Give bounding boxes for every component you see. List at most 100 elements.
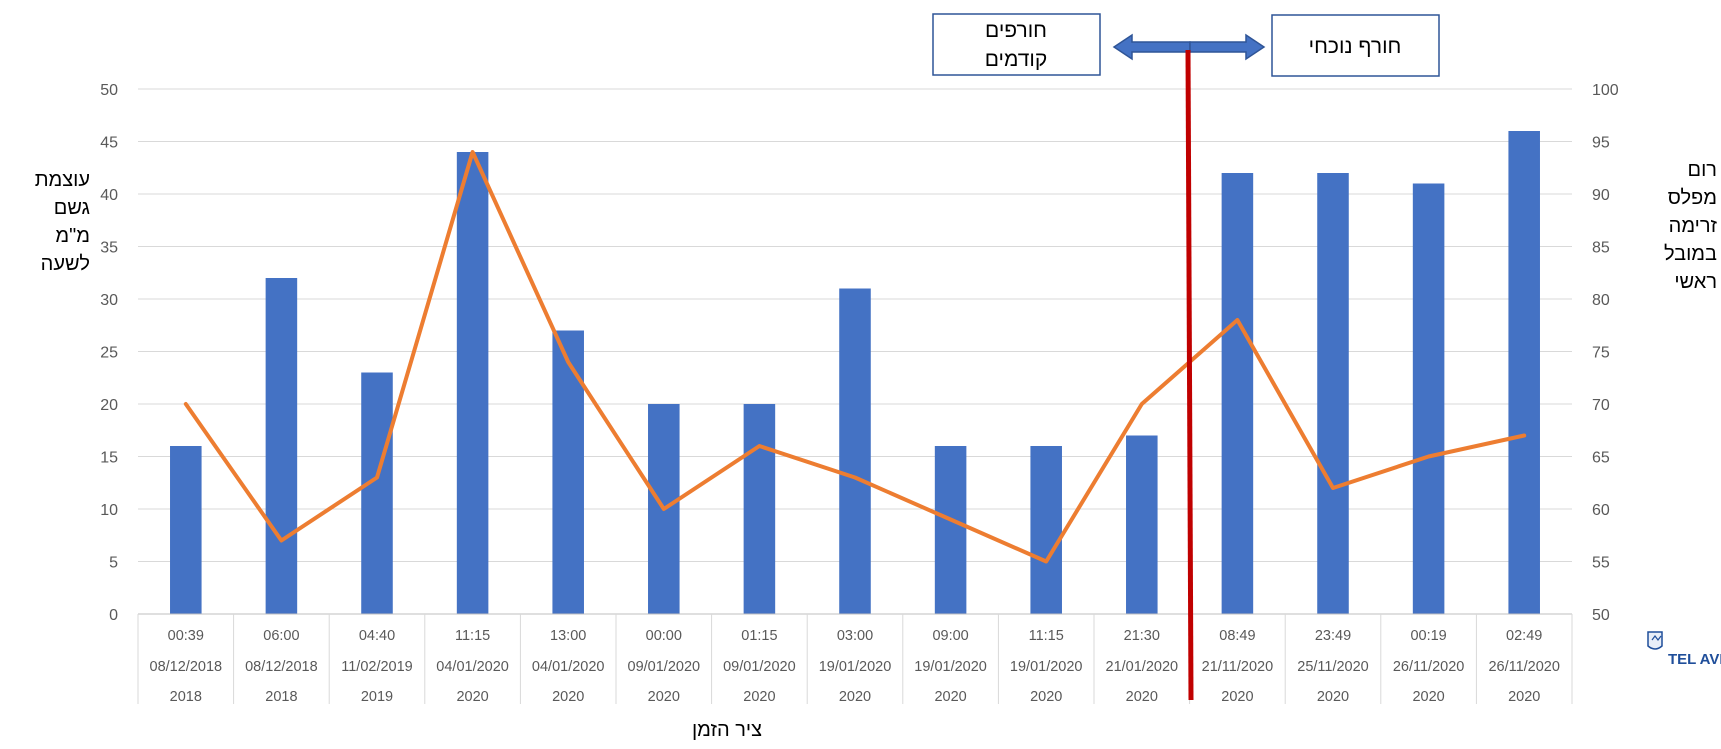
y-right-title-line: זרימה xyxy=(1669,215,1718,237)
bar xyxy=(170,446,202,614)
y-left-tick-label: 10 xyxy=(100,502,118,519)
arrow-right-icon xyxy=(1189,33,1266,61)
y-left-tick-label: 20 xyxy=(100,397,118,414)
line-series xyxy=(183,150,1527,564)
y-right-title-line: במובל xyxy=(1664,243,1717,265)
x-tick-time: 13:00 xyxy=(550,628,586,644)
x-tick-time: 11:15 xyxy=(1029,628,1064,644)
x-tick-time: 21:30 xyxy=(1124,628,1160,644)
y-axis-right: 50 55 60 65 70 75 80 85 90 95 100 xyxy=(1592,82,1619,624)
annotation-box-previous xyxy=(932,13,1101,76)
x-tick-date: 26/11/2020 xyxy=(1393,659,1465,675)
x-tick-year: 2020 xyxy=(456,689,488,705)
y-left-tick-label: 30 xyxy=(100,292,118,309)
x-tick-time: 11:15 xyxy=(455,628,490,644)
x-tick-time: 08:49 xyxy=(1219,628,1255,644)
x-tick-date: 08/12/2018 xyxy=(245,659,318,675)
x-tick-year: 2020 xyxy=(839,689,871,705)
bar xyxy=(839,288,871,614)
bar xyxy=(265,278,298,614)
x-tick-year: 2018 xyxy=(265,689,297,705)
city-emblem-mark xyxy=(1651,635,1662,641)
y-left-tick-label: 35 xyxy=(100,240,118,257)
x-tick-year: 2020 xyxy=(1030,689,1062,705)
y-left-title-line: גשם xyxy=(54,197,90,219)
x-tick-date: 25/11/2020 xyxy=(1297,659,1369,675)
x-tick-year: 2020 xyxy=(1317,689,1349,705)
y-left-tick-label: 15 xyxy=(100,450,118,467)
x-tick-year: 2018 xyxy=(170,689,202,705)
annotation-box-current-line: חורף נוכחי xyxy=(1309,35,1402,58)
x-tick-date: 26/11/2020 xyxy=(1488,659,1560,675)
annotation-arrows xyxy=(1112,33,1266,61)
x-tick-year: 2020 xyxy=(1221,689,1253,705)
y-left-tick-label: 50 xyxy=(100,82,118,99)
arrow-left-icon xyxy=(1112,33,1191,61)
y-right-tick-label: 100 xyxy=(1592,82,1619,99)
y-axis-left-title: עוצמת גשם מ"מ לשעה xyxy=(35,169,90,275)
y-right-tick-label: 90 xyxy=(1592,187,1610,204)
x-tick-time: 03:00 xyxy=(837,628,873,644)
y-right-title-line: ראשי xyxy=(1674,271,1717,293)
period-divider-line xyxy=(1185,49,1194,701)
bar xyxy=(552,330,584,614)
x-tick-date: 21/01/2020 xyxy=(1106,659,1179,675)
logo-text: TEL AVIV YAFO xyxy=(1668,651,1721,668)
x-tick-time: 09:00 xyxy=(932,628,968,644)
y-right-tick-label: 65 xyxy=(1592,450,1610,467)
x-tick-time: 04:40 xyxy=(359,628,395,644)
annotation-previous-winters: חורפים קודמים xyxy=(932,13,1101,76)
x-tick-year: 2020 xyxy=(1126,689,1158,705)
x-axis-title: ציר הזמן xyxy=(692,719,762,741)
x-tick-time: 23:49 xyxy=(1315,628,1351,644)
tel-aviv-yafo-logo: TEL AVIV YAFO xyxy=(1647,631,1721,668)
y-left-tick-label: 5 xyxy=(109,555,118,572)
bar xyxy=(1221,173,1254,614)
annotation-box-previous-line: קודמים xyxy=(985,48,1048,71)
bar xyxy=(361,372,393,614)
city-emblem-icon xyxy=(1647,631,1663,650)
bar xyxy=(1508,131,1540,614)
x-tick-year: 2020 xyxy=(934,689,966,705)
y-axis-right-title: רום מפלס זרימה במובל ראשי xyxy=(1664,159,1718,293)
y-left-title-line: עוצמת xyxy=(35,169,90,191)
bar xyxy=(743,404,776,614)
y-right-tick-label: 80 xyxy=(1592,292,1610,309)
x-tick-date: 08/12/2018 xyxy=(150,659,223,675)
x-tick-time: 00:00 xyxy=(646,628,682,644)
y-right-tick-label: 60 xyxy=(1592,502,1610,519)
x-tick-year: 2020 xyxy=(552,689,584,705)
bar-series xyxy=(170,131,1540,614)
y-right-title-line: מפלס xyxy=(1668,187,1717,209)
y-left-tick-label: 45 xyxy=(100,135,118,152)
y-right-tick-label: 95 xyxy=(1592,135,1610,152)
x-tick-time: 00:19 xyxy=(1410,628,1446,644)
y-right-tick-label: 50 xyxy=(1592,607,1610,624)
annotation-box-previous-line: חורפים xyxy=(985,19,1047,42)
x-tick-date: 19/01/2020 xyxy=(914,659,987,675)
y-axis-left: 0 5 10 15 20 25 30 35 40 45 50 xyxy=(100,82,118,624)
x-tick-year: 2020 xyxy=(1508,689,1540,705)
y-right-tick-label: 70 xyxy=(1592,397,1610,414)
bar xyxy=(1412,183,1445,614)
x-tick-date: 11/02/2019 xyxy=(341,659,413,675)
y-right-tick-label: 85 xyxy=(1592,240,1610,257)
x-tick-year: 2020 xyxy=(648,689,680,705)
y-left-title-line: מ"מ xyxy=(55,225,90,247)
x-tick-date: 21/11/2020 xyxy=(1202,659,1274,675)
y-left-tick-label: 40 xyxy=(100,187,118,204)
x-tick-year: 2020 xyxy=(1412,689,1444,705)
y-left-tick-label: 25 xyxy=(100,345,118,362)
x-tick-time: 00:39 xyxy=(168,628,204,644)
x-tick-date: 19/01/2020 xyxy=(819,659,892,675)
y-right-title-line: רום xyxy=(1688,159,1717,181)
x-tick-time: 02:49 xyxy=(1506,628,1542,644)
x-axis: 00:39 08/12/2018 2018 06:00 08/12/2018 2018 04… xyxy=(137,613,1573,705)
y-left-tick-label: 0 xyxy=(109,607,118,624)
bar xyxy=(934,446,967,614)
x-tick-time: 06:00 xyxy=(263,628,299,644)
x-tick-date: 09/01/2020 xyxy=(723,659,796,675)
x-tick-time: 01:15 xyxy=(741,628,777,644)
